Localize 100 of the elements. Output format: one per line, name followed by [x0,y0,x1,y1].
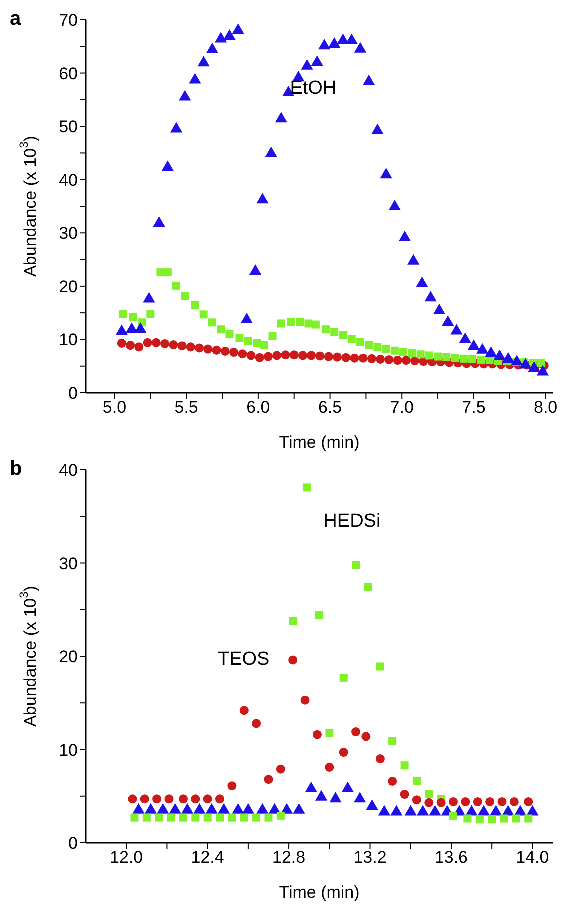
point [340,674,348,682]
x-tick-label: 6.5 [318,398,342,418]
point [117,338,126,348]
point [129,313,138,322]
point [296,318,304,326]
point [538,359,546,368]
point [393,356,402,365]
point [164,794,174,804]
point [365,341,374,350]
point [134,322,147,334]
point [195,344,204,353]
point [265,146,278,158]
point [169,340,178,350]
y-tick-label: 0 [68,834,78,854]
x-tick-label: 6.0 [246,398,270,418]
point [339,331,348,340]
point [215,794,225,804]
y-tick-label: 20 [59,277,78,296]
x-tick-label: 13.2 [354,848,387,868]
point [191,301,200,310]
point [464,814,472,823]
point [203,794,212,804]
point [388,776,398,786]
point [249,264,262,276]
point [192,814,200,822]
y-tick-label: 30 [59,224,78,244]
point [155,814,164,822]
point [318,39,331,50]
point [450,812,458,820]
y-tick-label: 10 [59,740,78,760]
point [425,352,434,360]
point [524,814,533,823]
x-tick-label: 8.0 [534,398,558,418]
point [374,343,382,352]
point [372,124,384,134]
x-tick-label: 5.5 [174,398,198,418]
point [477,356,486,364]
point [217,326,226,334]
point [512,814,520,823]
point [388,200,402,211]
point [436,798,446,808]
point [281,350,290,360]
point [272,351,282,360]
point [228,814,236,822]
x-axis-title: Time (min) [279,883,360,902]
point [376,354,386,364]
point [214,32,228,43]
point [191,794,200,804]
point [189,73,202,84]
point [390,346,399,355]
point [126,341,136,350]
point [348,335,356,344]
point [451,354,460,362]
chart-title: b [10,458,22,481]
point [208,318,216,327]
point [226,330,234,338]
point [442,316,454,326]
point [240,814,248,822]
point [450,324,463,335]
point [312,730,322,740]
point [252,719,262,728]
point [275,112,288,123]
y-tick-label: 50 [59,118,78,137]
x-tick-label: 7.0 [390,398,414,418]
point [140,794,150,804]
point [498,797,507,806]
point [152,338,161,348]
point [178,794,188,804]
point [143,292,156,303]
y-tick-label: 70 [59,11,78,30]
point [322,326,330,334]
point [328,37,341,48]
point [476,816,484,824]
x-tick-label: 14.0 [516,848,550,868]
point [402,356,411,365]
point [130,814,139,822]
point [311,56,324,66]
point [238,350,248,359]
point [276,812,285,820]
point [164,268,172,277]
point [220,346,230,356]
point [352,561,360,570]
point [160,339,170,348]
point [510,797,519,806]
point [425,790,434,799]
point [448,797,458,806]
point [424,798,434,808]
point [212,346,222,355]
point [288,656,298,665]
point [255,353,264,362]
point [410,356,420,366]
point [382,345,390,354]
x-tick-label: 7.5 [462,398,486,418]
point [228,782,237,791]
point [337,34,350,44]
y-tick-label: 40 [59,170,78,190]
annotation: TEOS [218,649,270,670]
point [412,796,422,805]
point [307,351,316,360]
point [229,348,239,358]
